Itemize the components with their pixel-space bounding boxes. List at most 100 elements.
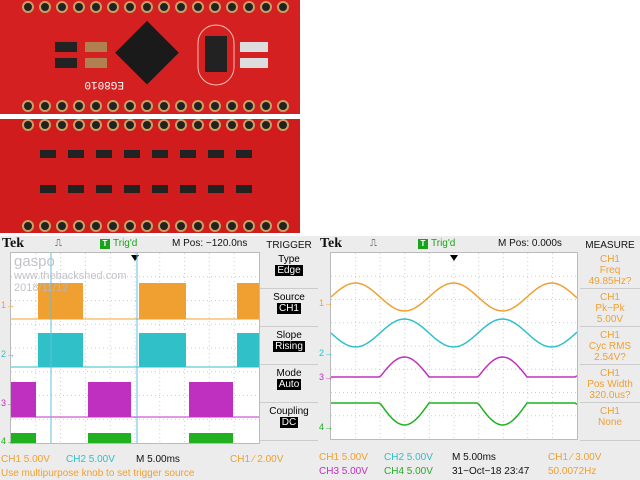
- m-pos: M Pos: −120.0ns: [172, 238, 248, 249]
- resistor: [208, 185, 224, 193]
- measure-value: 2.54V?: [594, 352, 626, 363]
- ch4-marker: 4→: [319, 422, 334, 432]
- ch2-trace-burst: [237, 333, 259, 367]
- ch3-trace: [331, 356, 578, 378]
- measure-item[interactable]: CH1 Pos Width 320.0us?: [580, 365, 640, 403]
- trigger-frequency: 50.0072Hz: [548, 466, 597, 477]
- ch1-trace-burst: [237, 283, 259, 319]
- header-pin: [277, 220, 289, 232]
- header-pin: [277, 100, 289, 112]
- resistor: [124, 185, 140, 193]
- chip: [115, 20, 179, 85]
- trigger-menu-item[interactable]: Type Edge: [260, 251, 318, 289]
- header-pin: [243, 220, 255, 232]
- header-pin: [260, 119, 272, 131]
- header-pin: [90, 119, 102, 131]
- resistor: [180, 150, 196, 158]
- resistor: [96, 185, 112, 193]
- header-pin: [124, 119, 136, 131]
- header-pin: [226, 1, 238, 13]
- ch2-marker: 2→: [319, 348, 334, 358]
- menu-label: Source: [273, 292, 305, 303]
- pulse-icon: ⎍: [55, 238, 62, 249]
- ch3-scale: CH3 5.00V: [319, 466, 368, 477]
- pulse-icon: ⎍: [370, 238, 377, 249]
- header-pin: [226, 100, 238, 112]
- ch2-trace-burst: [38, 333, 83, 367]
- ch1-marker: 1→: [1, 300, 16, 310]
- header-pin: [192, 1, 204, 13]
- measure-channel: CH1: [599, 330, 620, 341]
- trigger-position-icon: [131, 255, 139, 261]
- header-pin: [226, 220, 238, 232]
- header-pin: [22, 1, 34, 13]
- header-pin: [22, 119, 34, 131]
- header-pin: [243, 119, 255, 131]
- measure-channel: CH1: [599, 292, 620, 303]
- measure-channel: CH1: [599, 368, 620, 379]
- trigger-level: CH1 ∕ 3.00V: [548, 452, 602, 463]
- measure-item[interactable]: CH1 Pk−Pk 5.00V: [580, 289, 640, 327]
- measure-channel: CH1: [599, 254, 620, 265]
- resistor: [152, 185, 168, 193]
- header-pin: [192, 119, 204, 131]
- ch1-trace: [330, 282, 578, 312]
- graticule: [330, 252, 578, 440]
- header-pin: [107, 1, 119, 13]
- trigger-menu-item[interactable]: Slope Rising: [260, 327, 318, 365]
- resistor: [236, 185, 252, 193]
- header-pin: [39, 1, 51, 13]
- header-pin: [158, 1, 170, 13]
- trigger-menu-item[interactable]: Coupling DC: [260, 403, 318, 441]
- header-pin: [90, 220, 102, 232]
- trigger-menu-item[interactable]: Source CH1: [260, 289, 318, 327]
- ch1-trace-burst: [38, 283, 83, 319]
- left-oscilloscope-screen: Tek ⎍ T Trig'd M Pos: −120.0ns gaspo www.…: [0, 236, 318, 480]
- menu-label: Type: [278, 254, 300, 265]
- header-pin: [260, 1, 272, 13]
- measure-value: 49.85Hz?: [588, 276, 632, 287]
- measure-label: None: [598, 417, 622, 428]
- ch2-marker: 2→: [1, 349, 16, 359]
- right-oscilloscope-screen: Tek ⎍ T Trig'd M Pos: 0.000s 1→ 2→ 3→ 4→ …: [318, 236, 640, 480]
- ch4-trace: [331, 402, 578, 426]
- menu-label: Coupling: [269, 406, 309, 417]
- header-pin: [260, 100, 272, 112]
- menu-title: MEASURE: [585, 240, 635, 251]
- header-pin: [175, 1, 187, 13]
- trigger-status: T Trig'd: [100, 238, 137, 249]
- menu-value: DC: [279, 417, 299, 428]
- header-pin: [243, 100, 255, 112]
- header-pin: [192, 100, 204, 112]
- ch2-trace: [330, 318, 578, 348]
- ch2-scale: CH2 5.00V: [66, 454, 115, 465]
- menu-value: Auto: [276, 379, 302, 390]
- menu-value: Rising: [273, 341, 305, 352]
- measure-item[interactable]: CH1 Cyc RMS 2.54V?: [580, 327, 640, 365]
- header-pin: [90, 100, 102, 112]
- resistor: [180, 185, 196, 193]
- header-pin: [141, 1, 153, 13]
- header-pin: [56, 119, 68, 131]
- ch4-scale: CH4 5.00V: [384, 466, 433, 477]
- header-pin: [73, 220, 85, 232]
- menu-label: Mode: [276, 368, 302, 379]
- measure-label: Cyc RMS: [588, 341, 632, 352]
- measure-value: 320.0us?: [589, 390, 631, 401]
- header-pin: [39, 220, 51, 232]
- header-pin: [192, 220, 204, 232]
- header-pin: [209, 1, 221, 13]
- header-pin: [124, 100, 136, 112]
- measure-item[interactable]: CH1 None: [580, 403, 640, 441]
- trigger-menu-item[interactable]: Mode Auto: [260, 365, 318, 403]
- header-pin: [124, 220, 136, 232]
- resistor: [208, 150, 224, 158]
- ch4-trace-burst: [88, 433, 131, 453]
- header-pin: [277, 1, 289, 13]
- header-pin: [175, 220, 187, 232]
- timebase: M 5.00ms: [452, 452, 496, 463]
- menu-title: TRIGGER: [266, 240, 312, 251]
- ch1-scale: CH1 5.00V: [1, 454, 50, 465]
- measure-item[interactable]: CH1 Freq 49.85Hz?: [580, 251, 640, 289]
- ch4-marker: 4→: [1, 436, 16, 446]
